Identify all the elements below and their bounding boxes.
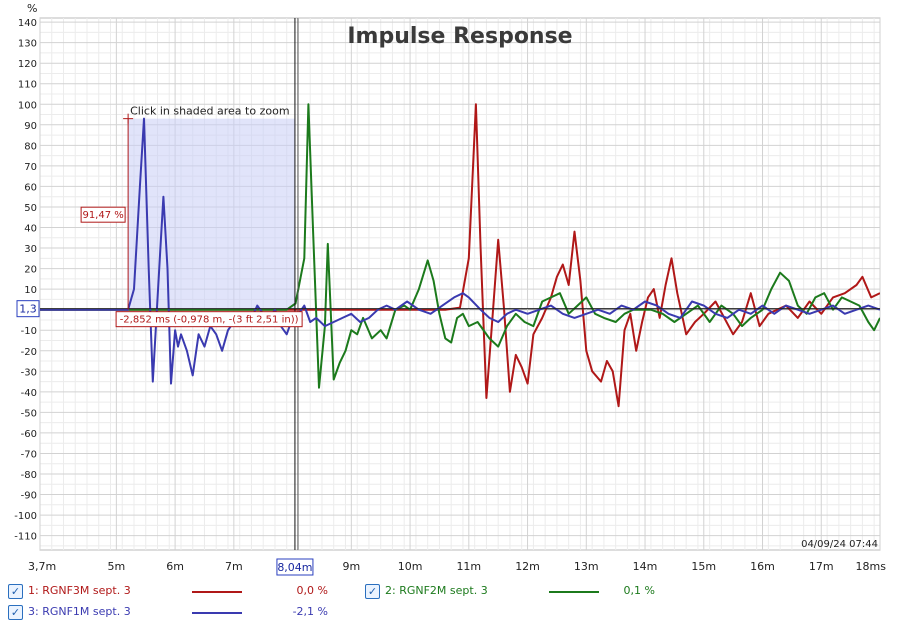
legend-checkbox[interactable]: ✓: [8, 605, 23, 620]
y-tick-label: 90: [24, 121, 37, 132]
cursor-x-label-box: [276, 558, 314, 576]
y-tick-label: -110: [14, 532, 37, 543]
y-tick-label: 80: [24, 141, 37, 152]
y-tick-label: 30: [24, 244, 37, 255]
y-tick-label: 60: [24, 182, 37, 193]
x-tick-label: 17m: [809, 560, 834, 573]
delta-y-label: 91,47 %: [82, 210, 123, 221]
y-tick-label: 10: [24, 285, 37, 296]
series-line: [40, 117, 880, 385]
legend-series-value: 0,0 %: [296, 584, 328, 597]
x-tick-label: 5m: [108, 560, 126, 573]
x-tick-label: 9m: [342, 560, 360, 573]
y-tick-label: -10: [21, 326, 37, 337]
y-tick-label: -40: [21, 388, 37, 399]
zoom-shaded-area[interactable]: [128, 118, 295, 310]
grid-major: [39, 18, 881, 550]
legend-swatch: [192, 612, 242, 614]
impulse-response-chart[interactable]: Click in shaded area to zoom 8,04m 1,3 91,4…: [0, 0, 900, 580]
x-tick-label: 18ms: [856, 560, 887, 573]
legend-entry: ✓ 3: RGNF1M sept. 3 -2,1 %: [8, 604, 348, 620]
y-tick-label: 130: [18, 39, 37, 50]
cursor-layer[interactable]: Click in shaded area to zoom 8,04m 1,3 91,4…: [16, 18, 880, 576]
delta-x-label: -2,852 ms (-0,978 m, -(3 ft 2,51 in)): [120, 315, 299, 326]
x-tick-label: 6m: [166, 560, 184, 573]
y-tick-label: 50: [24, 203, 37, 214]
y-axis-unit: %: [27, 2, 37, 15]
y-tick-label: 40: [24, 224, 37, 235]
delta-x-label-box: [115, 311, 303, 328]
x-tick-label: 15m: [691, 560, 716, 573]
y-tick-label: 120: [18, 59, 37, 70]
legend-series-name: 3: RGNF1M sept. 3: [28, 605, 131, 618]
delta-y-label-box: [80, 206, 126, 223]
cursor-x-label: 8,04m: [277, 561, 312, 574]
y-tick-label: -80: [21, 470, 37, 481]
y-tick-label: -90: [21, 491, 37, 502]
y-tick-label: 20: [24, 265, 37, 276]
y-tick-label: -30: [21, 367, 37, 378]
y-tick-label: -50: [21, 408, 37, 419]
series-line: [40, 103, 880, 389]
zoom-region-layer[interactable]: [128, 118, 295, 310]
legend-entry: ✓ 1: RGNF3M sept. 3 0,0 %: [8, 583, 348, 599]
x-tick-label: 14m: [633, 560, 658, 573]
x-tick-label: 12m: [515, 560, 540, 573]
zoom-hint: Click in shaded area to zoom: [130, 105, 289, 118]
y-tick-label: -70: [21, 449, 37, 460]
legend-swatch: [549, 591, 599, 593]
legend-swatch: [192, 591, 242, 593]
cursor-y-label-box: [16, 300, 40, 318]
x-tick-label: 10m: [398, 560, 423, 573]
y-tick-label: -20: [21, 347, 37, 358]
y-tick-label: -60: [21, 429, 37, 440]
cursor-y-label: 1,3: [19, 303, 37, 316]
chart-title: Impulse Response: [347, 24, 572, 49]
x-tick-label: 7m: [225, 560, 243, 573]
y-tick-label: 100: [18, 100, 37, 111]
x-tick-label: 13m: [574, 560, 599, 573]
timestamp: 04/09/24 07:44: [801, 539, 878, 550]
axis-layer: 140 130 120 110 100 90 80 70 60 50 40 30 20 10 -10 -20 -…: [14, 18, 886, 573]
x-tick-label: 16m: [750, 560, 775, 573]
legend-checkbox[interactable]: ✓: [365, 584, 380, 599]
legend-checkbox[interactable]: ✓: [8, 584, 23, 599]
y-tick-label: -100: [14, 511, 37, 522]
y-tick-label: 70: [24, 162, 37, 173]
legend-series-name: 2: RGNF2M sept. 3: [385, 584, 488, 597]
y-tick-label: 140: [18, 18, 37, 29]
legend-entry: ✓ 2: RGNF2M sept. 3 0,1 %: [365, 583, 695, 599]
x-tick-label: 11m: [456, 560, 481, 573]
legend-series-value: 0,1 %: [623, 584, 655, 597]
legend-series-name: 1: RGNF3M sept. 3: [28, 584, 131, 597]
x-tick-label: 3,7m: [28, 560, 56, 573]
legend-series-value: -2,1 %: [292, 605, 328, 618]
y-tick-label: 110: [18, 80, 37, 91]
